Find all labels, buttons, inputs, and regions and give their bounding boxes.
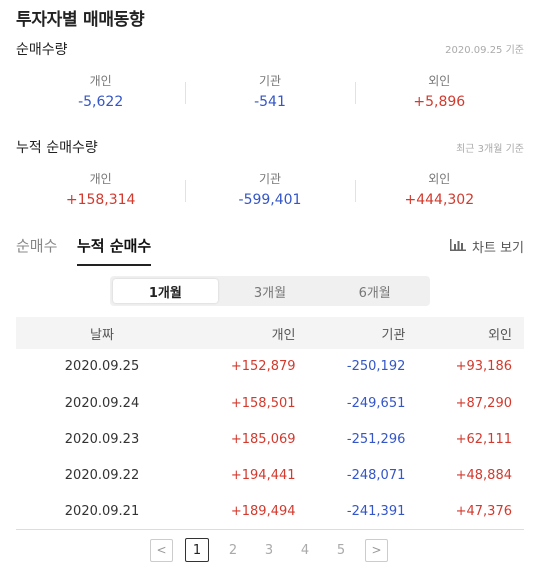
table-row: 2020.09.25 +152,879 -250,192 +93,186 (16, 349, 524, 385)
row-date: 2020.09.21 (16, 493, 188, 530)
stat-value: -5,622 (78, 94, 124, 110)
view-chart-label: 차트 보기 (472, 241, 524, 256)
net-volume-individual: 개인 -5,622 (16, 72, 185, 122)
cumulative-volume-stats: 개인 +158,314 기관 -599,401 외인 +444,302 (16, 170, 524, 220)
stat-label: 개인 (89, 172, 112, 186)
cumulative-institution: 기관 -599,401 (185, 170, 354, 220)
view-chart-button[interactable]: 차트 보기 (450, 237, 524, 256)
prev-page-button[interactable]: < (150, 538, 173, 562)
row-foreign: +87,290 (455, 395, 512, 411)
row-institution: -249,651 (346, 395, 406, 411)
divider (185, 180, 187, 202)
tab-cumulative-net-buy[interactable]: 누적 순매수 (77, 235, 152, 266)
header-individual: 개인 (188, 317, 308, 349)
row-foreign: +62,111 (455, 431, 512, 447)
row-date: 2020.09.25 (64, 359, 140, 375)
header-foreign: 외인 (417, 317, 524, 349)
row-institution: -250,192 (346, 359, 406, 375)
row-individual: +152,879 (230, 359, 296, 375)
stat-value: +158,314 (65, 192, 136, 208)
net-volume-title: 순매수량 (16, 42, 68, 58)
divider (185, 82, 187, 104)
row-individual: +189,494 (188, 493, 308, 530)
table-row: 2020.09.24 +158,501 -249,651 +87,290 (16, 385, 524, 421)
cumulative-volume-note: 최근 3개월 기준 (456, 144, 524, 155)
chevron-left-icon: < (156, 543, 167, 557)
stat-value: +444,302 (404, 192, 475, 208)
stat-label: 기관 (258, 74, 282, 88)
next-page-button[interactable]: > (365, 538, 388, 562)
row-date: 2020.09.22 (64, 467, 140, 483)
page-1[interactable]: 1 (185, 538, 209, 562)
row-foreign: +47,376 (417, 493, 524, 530)
net-volume-foreign: 외인 +5,896 (354, 72, 524, 122)
row-date: 2020.09.24 (64, 395, 140, 411)
net-volume-stats: 개인 -5,622 기관 -541 외인 +5,896 (16, 72, 524, 122)
row-institution: -248,071 (346, 467, 406, 483)
row-institution: -251,296 (346, 431, 406, 447)
divider (354, 180, 356, 202)
bar-chart-icon (450, 238, 467, 255)
stat-label: 기관 (258, 172, 282, 186)
net-volume-institution: 기관 -541 (185, 72, 354, 122)
page-5[interactable]: 5 (336, 542, 346, 558)
stat-label: 외인 (428, 172, 451, 186)
tab-net-buy[interactable]: 순매수 (16, 237, 58, 255)
stat-value: -541 (254, 94, 286, 110)
cumulative-foreign: 외인 +444,302 (354, 170, 524, 220)
row-foreign: +48,884 (455, 467, 512, 483)
stat-label: 개인 (89, 74, 112, 88)
table-row: 2020.09.22 +194,441 -248,071 +48,884 (16, 457, 524, 493)
page-3[interactable]: 3 (264, 542, 274, 558)
header-date: 날짜 (16, 317, 188, 349)
page-2[interactable]: 2 (228, 542, 238, 558)
page-title: 투자자별 매매동향 (16, 10, 145, 30)
period-6-months[interactable]: 6개월 (358, 285, 391, 301)
cumulative-individual: 개인 +158,314 (16, 170, 185, 220)
pagination: < 1 2 3 4 5 > (150, 538, 388, 562)
investor-trend-table: 날짜 개인 기관 외인 2020.09.25 +152,879 -250,192… (16, 317, 524, 530)
chevron-right-icon: > (371, 543, 382, 557)
row-institution: -241,391 (307, 493, 418, 530)
period-3-months[interactable]: 3개월 (253, 285, 287, 301)
table-row: 2020.09.23 +185,069 -251,296 +62,111 (16, 421, 524, 457)
period-1-month[interactable]: 1개월 (113, 279, 218, 303)
row-individual: +158,501 (230, 395, 296, 411)
stat-value: -599,401 (238, 192, 302, 208)
cumulative-volume-title: 누적 순매수량 (16, 140, 98, 156)
divider (354, 82, 356, 104)
row-date: 2020.09.23 (64, 431, 140, 447)
period-selector: 1개월 3개월 6개월 (110, 276, 430, 306)
stat-label: 외인 (428, 74, 451, 88)
header-institution: 기관 (307, 317, 418, 349)
row-foreign: +93,186 (455, 359, 512, 375)
net-volume-note: 2020.09.25 기준 (445, 45, 524, 56)
row-individual: +194,441 (230, 467, 296, 483)
row-individual: +185,069 (230, 431, 296, 447)
table-row: 2020.09.21 +189,494 -241,391 +47,376 (16, 493, 524, 530)
stat-value: +5,896 (413, 94, 466, 110)
page-4[interactable]: 4 (300, 542, 310, 558)
table-header-row: 날짜 개인 기관 외인 (16, 317, 524, 349)
